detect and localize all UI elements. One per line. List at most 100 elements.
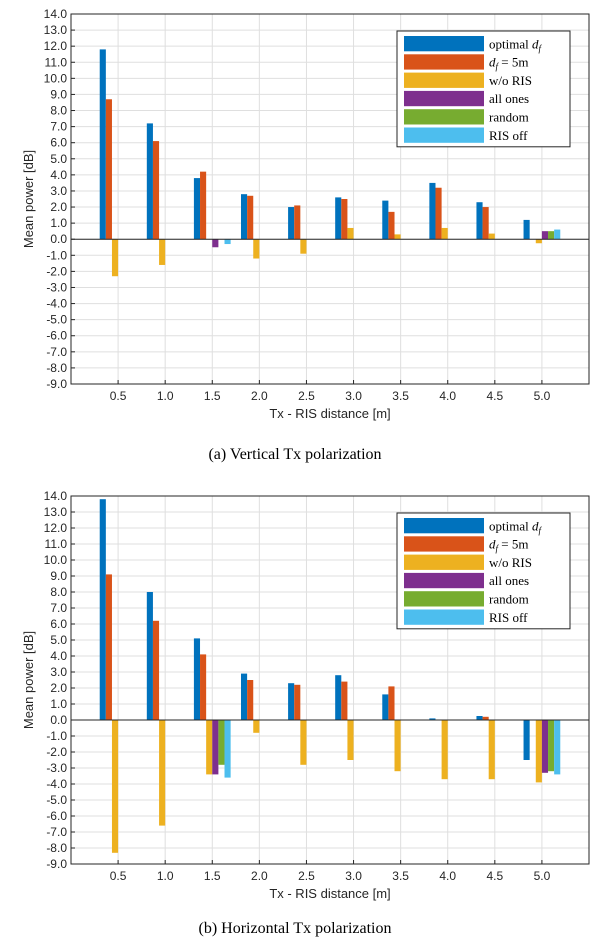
- bar: [476, 716, 483, 720]
- bar: [429, 182, 436, 240]
- legend-swatch: [404, 572, 484, 589]
- bar: [105, 574, 112, 720]
- bar: [247, 195, 254, 240]
- y-tick-label: 8.0: [50, 104, 67, 118]
- x-tick-label: 4.0: [439, 869, 456, 883]
- x-tick-label: 5.0: [534, 869, 551, 883]
- bar: [488, 720, 495, 780]
- bar: [294, 205, 301, 240]
- y-tick-label: 12.0: [44, 39, 68, 53]
- bar: [435, 187, 442, 240]
- bar: [523, 219, 530, 240]
- bar: [535, 239, 542, 244]
- y-tick-label: -3.0: [46, 280, 67, 294]
- x-tick-label: 0.5: [110, 869, 127, 883]
- legend-entry: RIS off: [489, 128, 528, 143]
- bar: [193, 638, 201, 720]
- bar: [388, 211, 395, 240]
- bar: [335, 675, 342, 720]
- bar: [300, 720, 307, 765]
- bar: [193, 178, 201, 240]
- y-tick-label: -3.0: [46, 761, 67, 775]
- x-tick-label: 1.0: [157, 869, 174, 883]
- legend-entry: all ones: [489, 91, 529, 106]
- bar: [554, 229, 561, 240]
- y-tick-label: 12.0: [44, 521, 68, 535]
- y-ticks: 14.0 13.0 12.0 11.0 10.0 9.0 8.0 7.0 6.0 5.0 4.0 3.…: [44, 489, 75, 871]
- x-axis-label: Tx - RIS distance [m]: [269, 406, 390, 421]
- legend-swatch: [404, 127, 484, 143]
- legend-swatch: [404, 90, 484, 107]
- y-tick-label: 8.0: [50, 585, 67, 599]
- bar: [146, 592, 153, 720]
- x-tick-label: 3.5: [392, 869, 409, 883]
- x-tick-label: 1.0: [157, 389, 174, 403]
- bar: [394, 720, 401, 772]
- y-tick-label: -8.0: [46, 361, 67, 375]
- y-tick-label: 5.0: [50, 152, 67, 166]
- y-tick-label: 2.0: [50, 200, 67, 214]
- legend: optimal df df = 5mw/o RIS all ones random RI…: [396, 30, 571, 148]
- y-tick-label: 1.0: [50, 216, 67, 230]
- bar: [382, 694, 389, 720]
- axes-box: [70, 495, 590, 865]
- bar: [294, 684, 301, 720]
- x-tick-label: 1.5: [204, 869, 221, 883]
- bar: [247, 680, 254, 720]
- y-tick-label: 6.0: [50, 617, 67, 631]
- x-ticks: 0.5 1.0 1.5 2.0 2.5 3.0 3.5 4.0 4.5 5.0: [110, 380, 551, 403]
- x-tick-label: 1.5: [204, 389, 221, 403]
- legend-entry: optimal df: [489, 518, 542, 535]
- bar: [146, 123, 153, 240]
- y-tick-label: 1.0: [50, 697, 67, 711]
- legend-swatch: [404, 109, 484, 125]
- bar: [554, 720, 561, 775]
- x-tick-label: 3.5: [392, 389, 409, 403]
- bar: [288, 683, 295, 720]
- caption-vertical: (a) Vertical Tx polarization: [208, 446, 382, 463]
- bar: [347, 227, 354, 240]
- legend-entry: w/o RIS: [489, 73, 532, 88]
- x-tick-label: 4.5: [486, 389, 503, 403]
- bar: [541, 231, 549, 240]
- bar: [523, 720, 530, 760]
- y-tick-label: 2.0: [50, 681, 67, 695]
- figure-horizontal-polarization: 14.0 13.0 12.0 11.0 10.0 9.0 8.0 7.0 6.0 5.0 4.0 3.…: [0, 476, 590, 952]
- legend-entry: RIS off: [489, 610, 528, 625]
- y-tick-label: -1.0: [46, 248, 67, 262]
- x-tick-label: 3.0: [345, 389, 362, 403]
- x-tick-label: 2.0: [251, 869, 268, 883]
- bar: [224, 239, 231, 245]
- bar: [240, 194, 248, 240]
- bar: [111, 720, 119, 853]
- legend-entry: w/o RIS: [489, 555, 532, 570]
- bars: [99, 499, 561, 853]
- x-tick-label: 0.5: [110, 389, 127, 403]
- caption-horizontal: (b) Horizontal Tx polarization: [198, 920, 392, 937]
- y-tick-label: -1.0: [46, 729, 67, 743]
- y-tick-label: -4.0: [46, 297, 67, 311]
- bar: [482, 207, 489, 240]
- bar: [341, 199, 348, 240]
- bar: [240, 673, 248, 720]
- x-axis-label: Tx - RIS distance [m]: [269, 886, 390, 901]
- bar: [159, 720, 166, 826]
- y-tick-label: 7.0: [50, 601, 67, 615]
- y-tick-label: 13.0: [44, 505, 68, 519]
- x-ticks: 0.5 1.0 1.5 2.0 2.5 3.0 3.5 4.0 4.5 5.0: [110, 860, 551, 883]
- bar: [341, 681, 348, 720]
- bar: [218, 720, 225, 765]
- bar: [253, 239, 260, 259]
- legend-swatch: [404, 54, 484, 70]
- y-tick-label: 10.0: [44, 71, 68, 85]
- x-tick-label: 2.0: [251, 389, 268, 403]
- x-tick-label: 4.0: [439, 389, 456, 403]
- y-tick-label: -4.0: [46, 777, 67, 791]
- bar: [548, 231, 555, 240]
- bar: [111, 239, 119, 277]
- y-tick-label: 13.0: [44, 23, 68, 37]
- y-tick-label: -5.0: [46, 793, 67, 807]
- chart-horizontal-polarization: 14.0 13.0 12.0 11.0 10.0 9.0 8.0 7.0 6.0 5.0 4.0 3.…: [21, 489, 590, 901]
- legend-entry: df = 5m: [489, 55, 528, 72]
- bar: [253, 720, 260, 733]
